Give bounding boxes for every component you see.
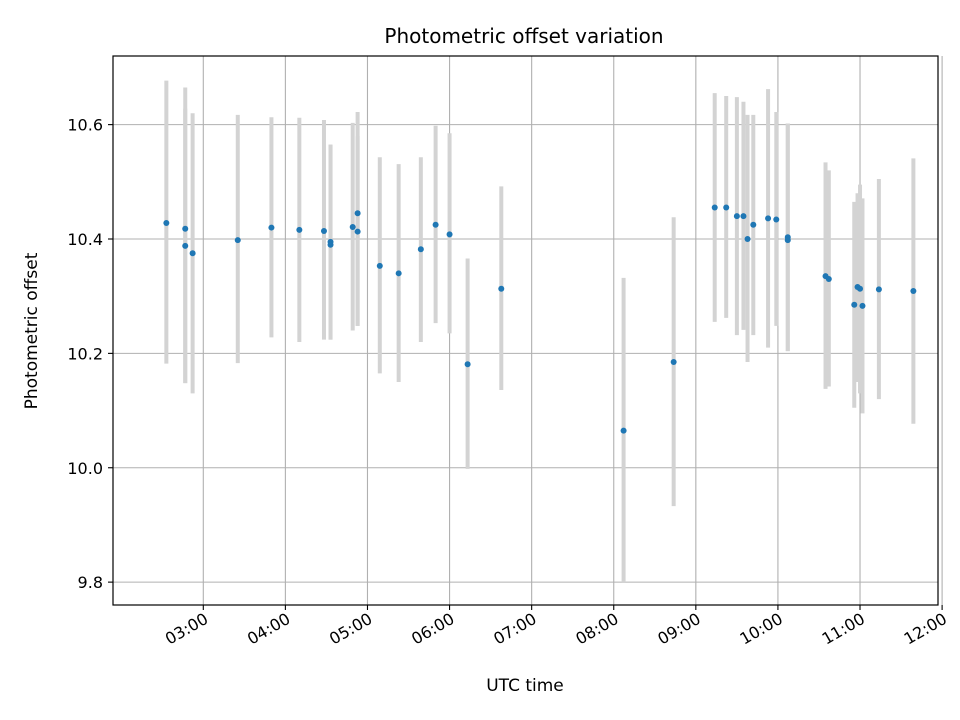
data-point	[744, 236, 751, 242]
data-point	[733, 213, 740, 220]
y-tick-label: 10.4	[67, 230, 103, 249]
y-axis: 9.8 10.0 10.2 10.4 10.6	[67, 116, 113, 592]
data-point	[268, 224, 275, 231]
data-point	[432, 221, 439, 228]
data-point	[711, 204, 718, 211]
data-points	[163, 204, 917, 434]
y-tick-label: 10.6	[67, 116, 103, 135]
data-point	[910, 288, 917, 295]
y-axis-title: Photometric offset	[22, 252, 42, 409]
data-point	[851, 301, 858, 308]
data-point	[765, 215, 772, 222]
data-point	[395, 270, 402, 277]
data-point	[723, 204, 730, 211]
y-tick-label: 10.0	[67, 459, 103, 478]
data-point	[784, 237, 791, 244]
data-point	[498, 285, 505, 292]
data-point	[670, 358, 677, 365]
data-point	[446, 231, 453, 238]
data-point	[875, 286, 882, 293]
data-point	[354, 228, 361, 235]
data-point	[857, 285, 864, 292]
data-point	[750, 221, 757, 228]
data-point	[234, 237, 241, 244]
data-point	[349, 223, 356, 230]
data-point	[182, 242, 189, 249]
data-point	[182, 225, 189, 232]
y-tick-label: 9.8	[78, 573, 103, 592]
data-point	[620, 427, 627, 434]
data-point	[327, 241, 334, 248]
x-axis-title: UTC time	[486, 676, 564, 696]
data-point	[189, 250, 196, 257]
grid-lines	[113, 56, 943, 605]
data-point	[464, 361, 471, 368]
data-point	[773, 216, 780, 223]
plot-frame	[112, 55, 939, 606]
data-point	[320, 227, 327, 234]
data-point	[825, 276, 832, 283]
y-tick-label: 10.2	[67, 344, 103, 363]
data-point	[296, 226, 303, 233]
data-point	[163, 219, 170, 226]
data-point	[376, 262, 383, 269]
data-point	[740, 213, 747, 220]
data-point	[354, 210, 361, 217]
chart-title: Photometric offset variation	[384, 24, 663, 48]
data-point	[859, 302, 866, 309]
data-point	[417, 246, 424, 253]
